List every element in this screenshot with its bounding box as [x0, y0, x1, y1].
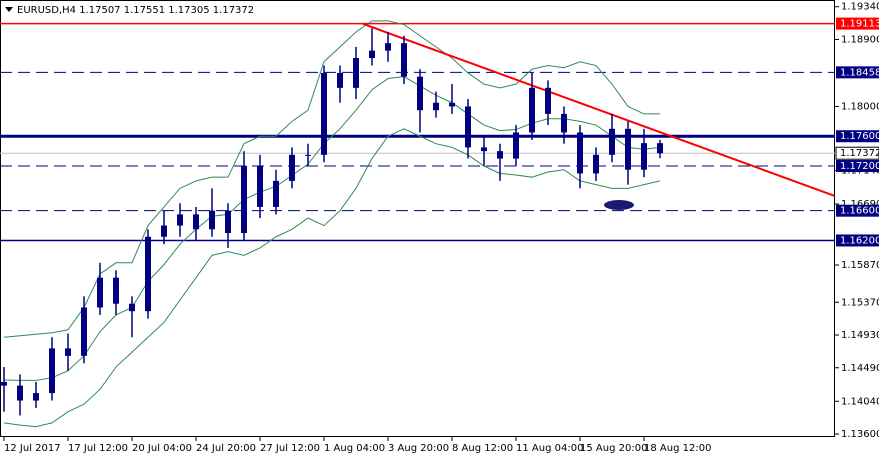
level-label-box	[836, 66, 879, 79]
candle-body	[273, 180, 279, 207]
candle-body	[257, 166, 263, 207]
candle-body	[81, 307, 87, 356]
level-label: 1.17600	[840, 131, 879, 142]
candle-body	[129, 303, 135, 312]
level-label: 1.16200	[840, 235, 879, 246]
x-tick-label: 17 Jul 12:00	[68, 443, 128, 454]
x-tick-label: 1 Aug 04:00	[324, 443, 385, 454]
x-tick-label: 3 Aug 20:00	[388, 443, 449, 454]
candle-body	[465, 106, 471, 148]
candle-body	[417, 76, 423, 111]
candle-body	[481, 147, 487, 152]
candle-body	[209, 210, 215, 230]
candle-body	[401, 43, 407, 77]
candle-body	[33, 393, 39, 401]
y-tick-label: 1.16690	[841, 199, 879, 210]
candle-body	[49, 348, 55, 394]
candle-body	[161, 225, 167, 237]
y-tick-label: 1.18900	[841, 34, 879, 45]
current-price-label: 1.17372	[840, 148, 879, 159]
candle-body	[641, 143, 647, 170]
candle-body	[545, 87, 551, 114]
trendline	[362, 22, 835, 197]
candle-body	[513, 132, 519, 159]
y-tick-label: 1.19340	[841, 2, 879, 13]
level-label-box	[836, 17, 879, 30]
band-upper	[3, 20, 660, 338]
x-tick-label: 12 Jul 2017	[4, 443, 61, 454]
candle-body	[225, 210, 231, 234]
candle-body	[17, 385, 23, 401]
candle-body	[193, 214, 199, 230]
x-tick-label: 27 Jul 12:00	[260, 443, 320, 454]
candle-body	[353, 58, 359, 88]
candle-body	[577, 132, 583, 174]
candle-body	[561, 113, 567, 133]
y-tick-label: 1.14490	[841, 363, 879, 374]
y-tick-label: 1.14930	[841, 330, 879, 341]
plot-layer	[0, 20, 835, 428]
candle-body	[65, 348, 71, 356]
candle-body	[177, 214, 183, 226]
candle-body	[321, 72, 327, 155]
y-tick-label: 1.15370	[841, 297, 879, 308]
candle-body	[433, 102, 439, 111]
x-tick-label: 11 Aug 04:00	[516, 443, 583, 454]
current-price-box	[835, 146, 879, 160]
candle-body	[657, 143, 663, 154]
candle-body	[97, 277, 103, 308]
plot-frame	[0, 0, 835, 437]
candle-body	[609, 128, 615, 155]
band-lower	[3, 128, 661, 428]
y-tick-label: 1.18000	[841, 101, 879, 112]
candle-body	[1, 381, 7, 386]
candle-body	[241, 166, 247, 234]
candle-body	[113, 277, 119, 304]
y-tick-label: 1.15870	[841, 260, 879, 271]
level-label: 1.16600	[840, 206, 879, 217]
y-tick-label: 1.13600	[841, 429, 879, 440]
chart-title: EURUSD,H4 1.17507 1.17551 1.17305 1.1737…	[17, 5, 254, 16]
y-tick-label: 1.14040	[841, 396, 879, 407]
candle-body	[369, 50, 375, 59]
candle-body	[529, 87, 535, 133]
candle-body	[289, 154, 295, 181]
candle-body	[385, 43, 391, 51]
level-label: 1.18458	[840, 67, 879, 78]
level-label: 1.19113	[840, 19, 879, 30]
candle-body	[305, 154, 311, 156]
candle-body	[593, 154, 599, 174]
x-tick-label: 24 Jul 20:00	[196, 443, 256, 454]
candle-body	[625, 128, 631, 170]
candle-body	[145, 236, 151, 312]
band-middle	[3, 76, 661, 381]
level-label-box	[836, 234, 879, 247]
candle-body	[449, 102, 455, 107]
x-tick-label: 15 Aug 20:00	[580, 443, 647, 454]
x-tick-label: 8 Aug 12:00	[452, 443, 513, 454]
menu-triangle	[5, 7, 13, 12]
level-label-box	[836, 130, 879, 143]
candle-body	[497, 151, 503, 159]
x-tick-label: 20 Jul 04:00	[132, 443, 192, 454]
level-label-box	[836, 204, 879, 217]
candle-body	[337, 72, 343, 88]
ellipse-annotation	[604, 200, 634, 210]
x-tick-label: 18 Aug 12:00	[644, 443, 711, 454]
level-label: 1.17200	[840, 161, 879, 172]
level-label-box	[836, 160, 879, 173]
